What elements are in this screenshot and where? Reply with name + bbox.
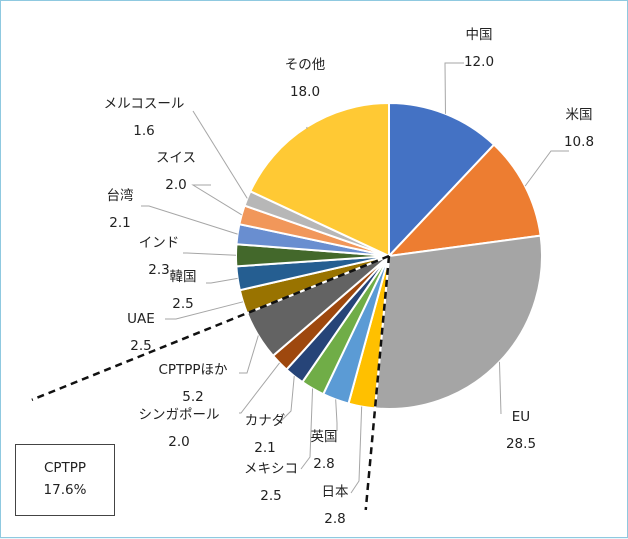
slice-value-5: 2.5 (260, 488, 281, 504)
slice-label-12: 台湾 (107, 187, 134, 204)
slice-value-1: 10.8 (564, 134, 594, 150)
slice-label-9: UAE (127, 311, 155, 327)
slice-value-15: 18.0 (290, 84, 320, 100)
slice-value-2: 28.5 (506, 436, 536, 452)
slice-value-10: 2.5 (172, 296, 193, 312)
slice-label-10: 韓国 (170, 269, 197, 285)
slice-label-5: メキシコ (244, 461, 298, 477)
leader-line-8 (239, 336, 258, 373)
leader-line-3 (351, 407, 362, 493)
slice-label-14: メルコスール (104, 96, 185, 112)
slice-value-12: 2.1 (109, 215, 130, 231)
leader-line-0 (445, 63, 464, 114)
slice-value-14: 1.6 (133, 123, 154, 139)
slice-value-7: 2.0 (168, 434, 189, 450)
slice-label-2: EU (512, 409, 530, 425)
slice-label-7: シンガポール (139, 407, 220, 423)
leader-line-4 (336, 399, 337, 431)
leader-line-7 (239, 363, 280, 413)
slice-value-13: 2.0 (165, 177, 186, 193)
slice-label-1: 米国 (566, 107, 593, 123)
leader-line-2 (499, 362, 501, 414)
slice-value-3: 2.8 (324, 511, 345, 527)
slice-label-4: 英国 (311, 428, 338, 445)
slice-value-0: 12.0 (464, 54, 494, 70)
slice-value-11: 2.3 (148, 262, 169, 278)
slice-label-0: 中国 (466, 27, 493, 43)
slice-label-11: インド (139, 235, 180, 251)
slice-label-3: 日本 (322, 484, 349, 500)
leader-line-1 (525, 151, 569, 186)
cptpp-legend-box: CPTPP 17.6% (15, 444, 115, 516)
slice-value-6: 2.1 (254, 440, 275, 456)
leader-line-11 (183, 253, 236, 255)
cptpp-box-value: 17.6% (16, 479, 114, 501)
slice-value-8: 5.2 (182, 389, 203, 405)
slice-label-6: カナダ (245, 413, 286, 429)
slice-label-13: スイス (156, 150, 196, 166)
cptpp-box-title: CPTPP (16, 457, 114, 479)
slice-label-8: CPTPPほか (158, 362, 228, 378)
leader-line-13 (193, 185, 242, 215)
leader-line-12 (141, 206, 238, 234)
pie-slice-2 (375, 236, 542, 409)
slice-value-4: 2.8 (313, 456, 334, 472)
leader-line-10 (206, 278, 238, 283)
slice-label-15: その他 (285, 57, 326, 73)
